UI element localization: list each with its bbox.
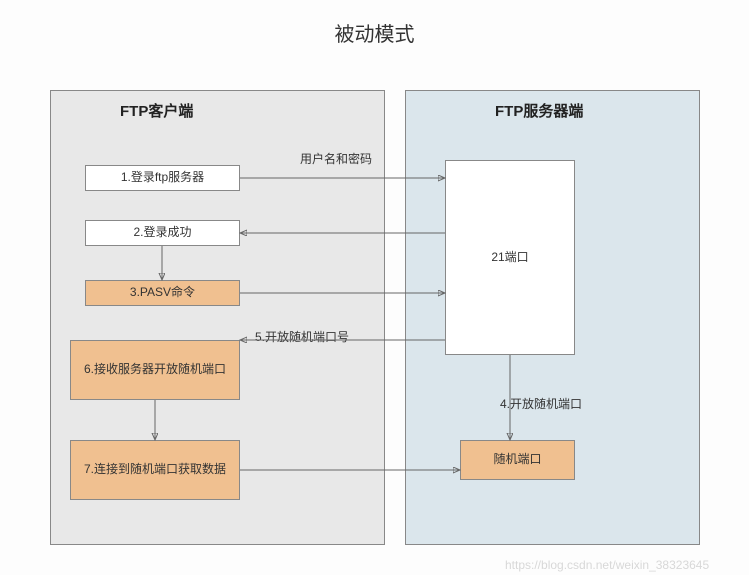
node-random-port: 随机端口 — [460, 440, 575, 480]
node-port-21: 21端口 — [445, 160, 575, 355]
node-step3-pasv: 3.PASV命令 — [85, 280, 240, 306]
client-panel-title: FTP客户端 — [120, 100, 193, 121]
node-step7-connect: 7.连接到随机端口获取数据 — [70, 440, 240, 500]
server-panel-title: FTP服务器端 — [495, 100, 583, 121]
edge-label-open-random-5: 5.开放随机端口号 — [255, 328, 349, 345]
edge-label-open-random-4: 4.开放随机端口 — [500, 395, 582, 412]
node-step1-login: 1.登录ftp服务器 — [85, 165, 240, 191]
node-step2-success: 2.登录成功 — [85, 220, 240, 246]
node-step6-recv-port: 6.接收服务器开放随机端口 — [70, 340, 240, 400]
watermark: https://blog.csdn.net/weixin_38323645 — [505, 558, 709, 572]
edge-label-credentials: 用户名和密码 — [300, 150, 372, 167]
diagram-title: 被动模式 — [0, 18, 749, 47]
